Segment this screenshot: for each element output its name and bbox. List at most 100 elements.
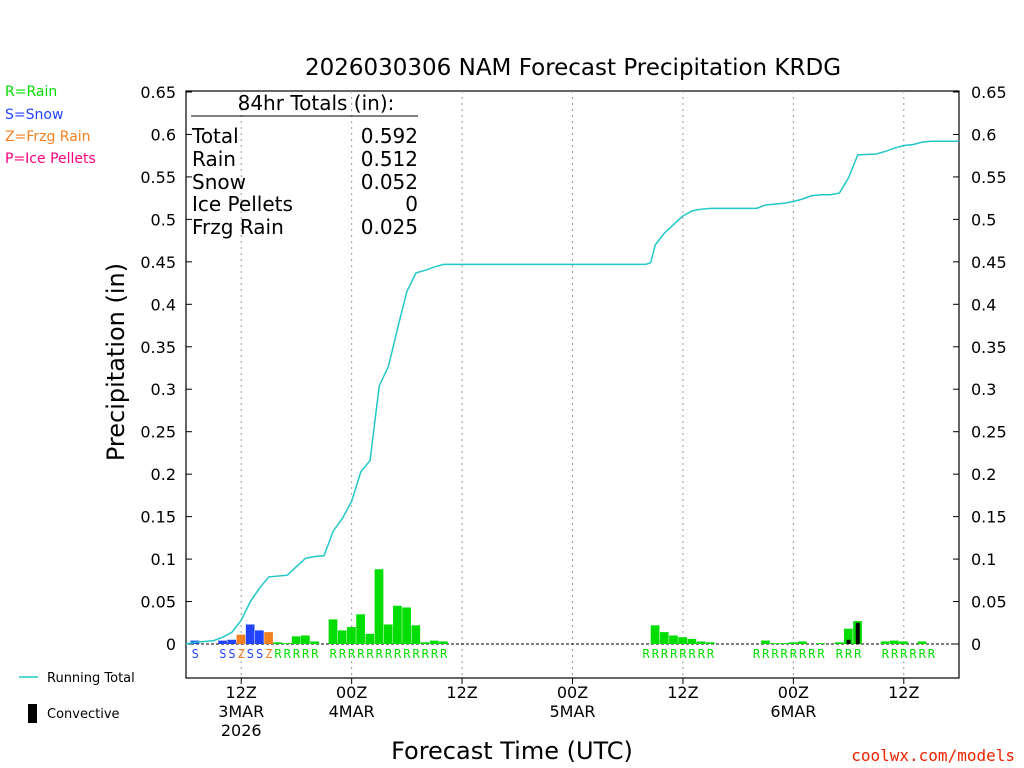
precip-bar (301, 635, 310, 644)
precip-bar (834, 642, 844, 644)
precip-type-label: R (891, 647, 899, 661)
totals-header: 84hr Totals (in): (238, 91, 395, 115)
precip-bar (227, 639, 237, 644)
x-tick-label: 12Z (446, 683, 477, 702)
type-legend: R=Rain S=Snow Z=Frzg Rain P=Ice Pellets (5, 84, 96, 167)
precip-type-label: R (909, 647, 917, 661)
precip-bar (291, 636, 301, 644)
precip-type-label: R (845, 647, 853, 661)
precip-bar (917, 641, 927, 644)
precip-bar (696, 641, 706, 644)
precip-type-label: R (689, 647, 697, 661)
y-tick-label-right: 0.05 (971, 593, 1007, 612)
precip-bar (843, 628, 853, 644)
y-axis-label: Precipitation (in) (102, 263, 130, 461)
precip-bar (770, 643, 780, 644)
convective-bar (855, 622, 860, 644)
running-total-legend-label: Running Total (47, 671, 135, 686)
precip-type-label: Z (238, 647, 245, 661)
precip-type-label: R (293, 647, 301, 661)
precip-type-label: R (403, 647, 411, 661)
precip-bar (365, 633, 375, 644)
precip-type-label: R (440, 647, 448, 661)
precip-bar (402, 607, 411, 644)
precip-bar (282, 643, 292, 644)
y-tick-label-right: 0.4 (971, 295, 996, 314)
y-tick-label-right: 0.65 (971, 83, 1007, 102)
legend-rain: R=Rain (5, 84, 57, 100)
y-tick-label: 0.6 (151, 125, 176, 144)
y-tick-label-right: 0.15 (971, 508, 1007, 527)
precip-bar (650, 625, 660, 644)
precip-type-label: R (661, 647, 669, 661)
precip-type-label: R (882, 647, 890, 661)
totals-label-total: Total (191, 124, 239, 148)
y-axis-right-ticks: 0 0.05 0.1 0.15 0.2 0.25 0.3 0.35 0.4 0.45 0.5 0.55… (953, 83, 1007, 654)
precip-type-label: R (771, 647, 779, 661)
precip-type-label: R (284, 647, 292, 661)
precip-type-label: R (274, 647, 282, 661)
precip-type-label: R (679, 647, 687, 661)
convective-swatch (28, 704, 37, 723)
precip-bar (356, 614, 365, 644)
precip-type-label: R (817, 647, 825, 661)
x-tick-label: 3MAR (218, 702, 264, 721)
precip-bar (328, 619, 338, 644)
x-tick-label: 2026 (221, 721, 262, 740)
x-tick-label: 00Z (778, 683, 809, 702)
precip-type-label: R (854, 647, 862, 661)
precip-type-label: R (366, 647, 374, 661)
precip-bar (705, 642, 715, 644)
credit-text: coolwx.com/models (851, 746, 1015, 765)
precip-bar (236, 634, 246, 644)
precip-type-label: R (919, 647, 927, 661)
y-tick-label-right: 0.3 (971, 380, 996, 399)
precip-type-label: R (339, 647, 347, 661)
x-tick-label: 00Z (336, 683, 367, 702)
precip-bar (439, 641, 448, 644)
precip-bar (245, 624, 255, 644)
x-axis-label: Forecast Time (UTC) (391, 737, 633, 765)
precip-bar (880, 641, 890, 644)
precip-type-label: R (799, 647, 807, 661)
x-tick-label: 5MAR (549, 702, 595, 721)
precip-type-label: R (900, 647, 908, 661)
precip-type-label: R (431, 647, 439, 661)
precip-type-label: S (219, 647, 226, 661)
precip-bar (687, 638, 697, 644)
convective-bars (846, 622, 860, 644)
y-tick-label-right: 0.35 (971, 338, 1007, 357)
precip-bar (347, 627, 356, 644)
y-tick-label: 0.45 (140, 253, 176, 272)
precip-bar (659, 632, 669, 644)
precip-type-label: R (652, 647, 660, 661)
x-tick-label: 00Z (557, 683, 588, 702)
y-tick-label-right: 0 (971, 635, 981, 654)
precip-type-label: R (670, 647, 678, 661)
precip-bar (779, 643, 789, 644)
precip-bar (761, 640, 770, 644)
precip-bar (393, 605, 402, 644)
precip-bar (889, 640, 899, 644)
totals-value-ice-pellets: 0 (405, 192, 418, 216)
precip-type-label: R (394, 647, 402, 661)
totals-value-freezing-rain: 0.025 (361, 215, 418, 239)
x-tick-label: 12Z (226, 683, 257, 702)
totals-label-freezing-rain: Frzg Rain (192, 215, 284, 239)
totals-label-snow: Snow (192, 170, 246, 194)
precip-type-label: R (698, 647, 706, 661)
y-tick-label-right: 0.25 (971, 423, 1007, 442)
y-tick-label-right: 0.1 (971, 550, 996, 569)
precip-bar (899, 641, 908, 644)
precip-type-label: S (192, 647, 199, 661)
precip-type-label: R (643, 647, 651, 661)
precip-bar (678, 637, 688, 644)
precip-type-label: S (228, 647, 235, 661)
y-tick-label-right: 0.6 (971, 125, 996, 144)
precip-type-label: R (762, 647, 770, 661)
totals-label-rain: Rain (192, 147, 236, 171)
precip-bar (420, 642, 430, 644)
legend-snow: S=Snow (5, 107, 63, 123)
totals-label-ice-pellets: Ice Pellets (192, 192, 293, 216)
